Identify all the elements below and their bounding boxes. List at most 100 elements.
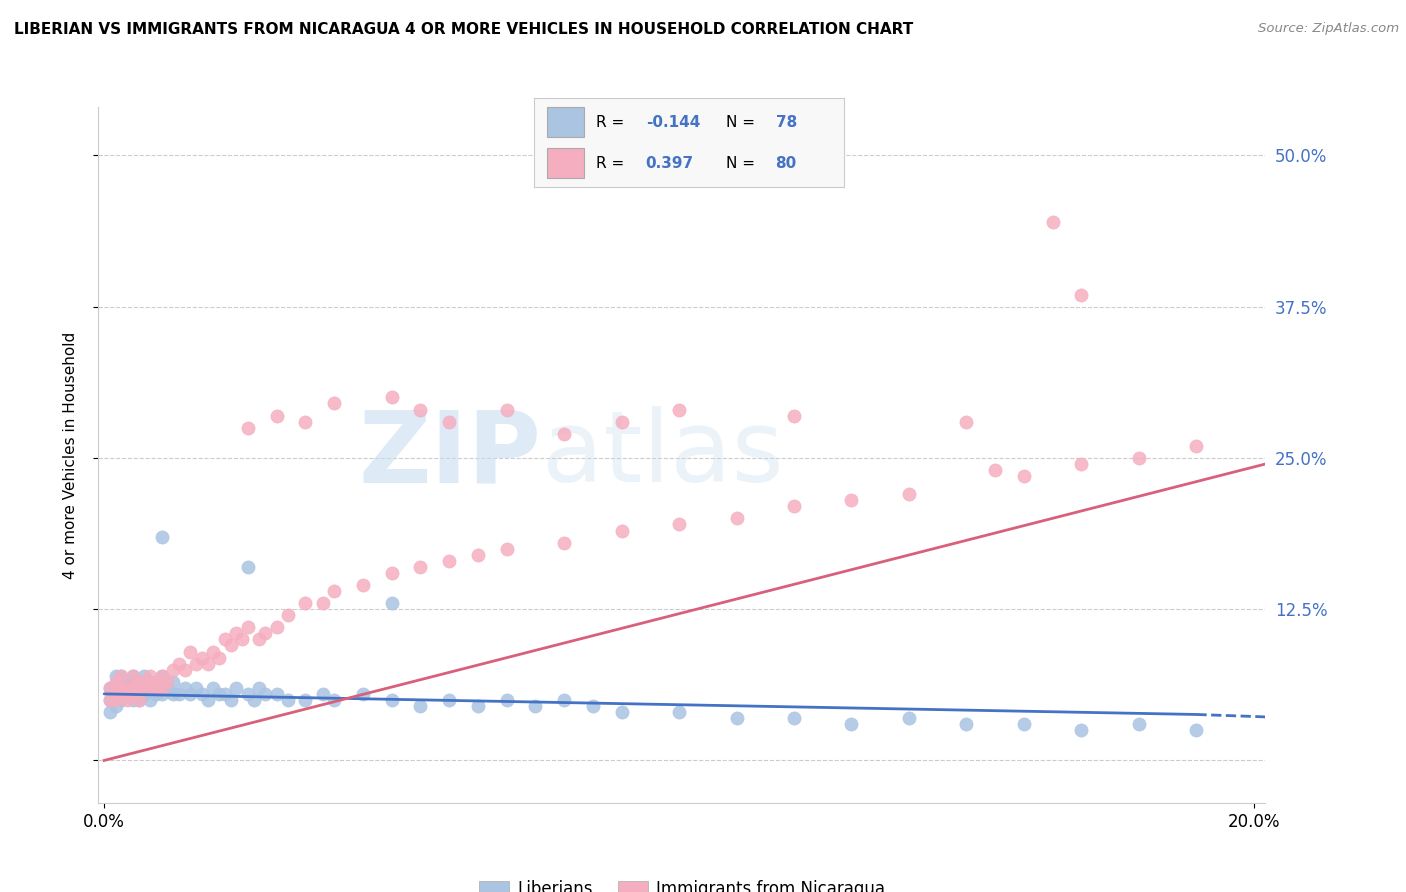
- Point: [150, 687, 173, 701]
- Point: [1042, 215, 1064, 229]
- Point: [247, 681, 270, 695]
- Point: [409, 698, 432, 713]
- Point: [98, 681, 121, 695]
- Point: [225, 626, 247, 640]
- Point: [610, 415, 633, 429]
- Point: [783, 409, 806, 423]
- Point: [128, 681, 150, 695]
- Point: [1070, 457, 1092, 471]
- Point: [266, 409, 288, 423]
- Point: [610, 524, 633, 538]
- Point: [122, 669, 145, 683]
- Point: [173, 681, 195, 695]
- Point: [582, 698, 605, 713]
- Point: [236, 420, 259, 434]
- Point: [128, 681, 150, 695]
- Point: [467, 698, 489, 713]
- Point: [128, 693, 150, 707]
- Point: [955, 415, 977, 429]
- Point: [122, 669, 145, 683]
- Point: [104, 669, 127, 683]
- Point: [254, 687, 277, 701]
- FancyBboxPatch shape: [547, 107, 583, 137]
- Text: -0.144: -0.144: [645, 115, 700, 129]
- Point: [115, 687, 138, 701]
- Point: [134, 681, 156, 695]
- Point: [467, 548, 489, 562]
- Point: [104, 687, 127, 701]
- Point: [898, 487, 921, 501]
- Point: [984, 463, 1007, 477]
- Point: [128, 693, 150, 707]
- Point: [553, 693, 575, 707]
- Point: [437, 693, 460, 707]
- Point: [219, 693, 242, 707]
- Point: [1012, 469, 1035, 483]
- Point: [783, 500, 806, 514]
- Point: [214, 632, 236, 647]
- Point: [197, 693, 219, 707]
- Text: R =: R =: [596, 115, 630, 129]
- Point: [236, 620, 259, 634]
- Point: [162, 674, 184, 689]
- Point: [1012, 717, 1035, 731]
- Point: [115, 693, 138, 707]
- Point: [179, 687, 201, 701]
- Point: [115, 687, 138, 701]
- Point: [139, 681, 162, 695]
- Point: [841, 717, 863, 731]
- Point: [145, 681, 167, 695]
- Point: [1128, 450, 1150, 465]
- Point: [236, 559, 259, 574]
- Point: [122, 681, 145, 695]
- Point: [150, 681, 173, 695]
- Point: [524, 698, 547, 713]
- Point: [104, 674, 127, 689]
- Point: [167, 687, 190, 701]
- Point: [266, 620, 288, 634]
- Point: [277, 608, 299, 623]
- Legend: Liberians, Immigrants from Nicaragua: Liberians, Immigrants from Nicaragua: [472, 874, 891, 892]
- Point: [323, 396, 346, 410]
- Point: [173, 663, 195, 677]
- Point: [352, 687, 374, 701]
- Point: [134, 687, 156, 701]
- Point: [1070, 287, 1092, 301]
- Point: [242, 693, 264, 707]
- Point: [128, 674, 150, 689]
- Point: [725, 711, 748, 725]
- Point: [134, 674, 156, 689]
- Point: [323, 693, 346, 707]
- Point: [294, 596, 316, 610]
- Point: [150, 530, 173, 544]
- Point: [98, 693, 121, 707]
- Point: [266, 687, 288, 701]
- Text: atlas: atlas: [541, 407, 783, 503]
- Point: [208, 687, 231, 701]
- Point: [139, 674, 162, 689]
- Point: [145, 681, 167, 695]
- Point: [167, 657, 190, 671]
- Point: [134, 669, 156, 683]
- Point: [110, 693, 132, 707]
- Text: R =: R =: [596, 156, 630, 170]
- Point: [110, 669, 132, 683]
- FancyBboxPatch shape: [547, 148, 583, 178]
- Point: [202, 681, 225, 695]
- Point: [134, 674, 156, 689]
- Point: [294, 415, 316, 429]
- Point: [311, 596, 333, 610]
- Point: [214, 687, 236, 701]
- Point: [104, 687, 127, 701]
- Point: [162, 663, 184, 677]
- Point: [381, 391, 404, 405]
- Text: 80: 80: [776, 156, 797, 170]
- Point: [104, 693, 127, 707]
- Point: [668, 517, 690, 532]
- Point: [156, 681, 179, 695]
- Point: [208, 650, 231, 665]
- Point: [236, 687, 259, 701]
- Y-axis label: 4 or more Vehicles in Household: 4 or more Vehicles in Household: [63, 331, 77, 579]
- Point: [409, 402, 432, 417]
- Text: 0.397: 0.397: [645, 156, 693, 170]
